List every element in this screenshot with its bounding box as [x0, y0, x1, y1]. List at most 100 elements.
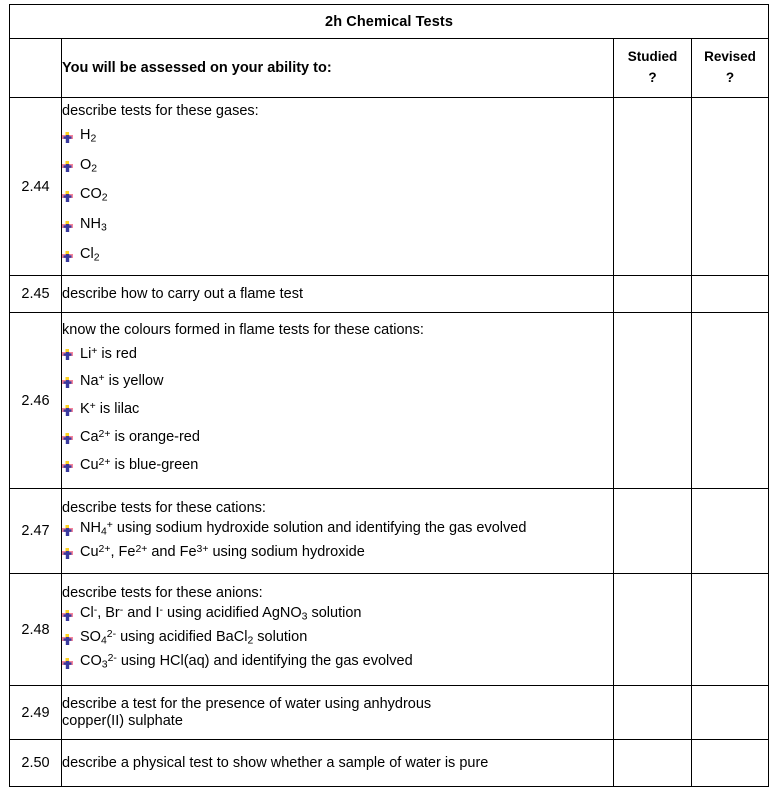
four-arrow-bullet-icon — [62, 610, 73, 622]
list-item-label: Cu2+ is blue-green — [80, 457, 199, 474]
row-code: 2.49 — [9, 685, 62, 740]
studied-checkbox-cell[interactable] — [613, 685, 692, 740]
header-row: You will be assessed on your ability to:… — [9, 38, 770, 98]
row-description: describe tests for these cations: NH4+ us… — [61, 488, 614, 574]
table-row: 2.45 describe how to carry out a flame t… — [9, 275, 770, 313]
row-lead-text: describe tests for these gases: — [62, 103, 259, 120]
bullet-list: Cl-, Br- and I- using acidified AgNO3 so… — [62, 603, 613, 675]
header-studied: Studied ? — [613, 38, 692, 98]
header-studied-label: Studied — [627, 49, 678, 65]
list-item-label: Ca2+ is orange-red — [80, 429, 200, 446]
list-item: Na+ is yellow — [62, 368, 613, 396]
table-row: 2.47 describe tests for these cations: NH… — [9, 488, 770, 574]
list-item: CO32- using HCl(aq) and identifying the … — [62, 651, 613, 675]
revised-checkbox-cell[interactable] — [690, 275, 770, 313]
four-arrow-bullet-icon — [62, 433, 73, 445]
row-description: describe a physical test to show whether… — [61, 739, 614, 787]
table-row: 2.50 describe a physical test to show wh… — [9, 739, 770, 787]
row-description: describe how to carry out a flame test — [61, 275, 614, 313]
list-item-label: NH3 — [80, 216, 107, 234]
list-item-label: Li+ is red — [80, 345, 137, 362]
header-description: You will be assessed on your ability to: — [61, 38, 614, 98]
studied-checkbox-cell[interactable] — [613, 97, 692, 276]
row-text-line: describe how to carry out a flame test — [62, 285, 303, 302]
list-item-label: SO42- using acidified BaCl2 solution — [80, 629, 308, 647]
four-arrow-bullet-icon — [62, 377, 73, 389]
four-arrow-bullet-icon — [62, 221, 73, 233]
table-row: 2.44 describe tests for these gases: H2 O2… — [9, 97, 770, 276]
worksheet-page: 2h Chemical Tests You will be assessed o… — [0, 4, 777, 792]
row-lead-text: describe tests for these cations: — [62, 499, 266, 516]
four-arrow-bullet-icon — [62, 524, 73, 536]
four-arrow-bullet-icon — [62, 251, 73, 263]
row-code: 2.50 — [9, 739, 62, 787]
four-arrow-bullet-icon — [62, 658, 73, 670]
list-item-label: Na+ is yellow — [80, 373, 164, 390]
specification-checklist-table: 2h Chemical Tests You will be assessed o… — [8, 4, 770, 787]
four-arrow-bullet-icon — [62, 131, 73, 143]
revised-checkbox-cell[interactable] — [690, 685, 770, 740]
list-item-label: NH4+ using sodium hydroxide solution and… — [80, 519, 527, 538]
bullet-list: H2 O2 CO2 NH3 Cl2 — [62, 121, 613, 271]
row-description: describe tests for these anions: Cl-, Br-… — [61, 573, 614, 686]
page-title: 2h Chemical Tests — [8, 4, 770, 39]
list-item-label: CO32- using HCl(aq) and identifying the … — [80, 653, 413, 671]
four-arrow-bullet-icon — [62, 161, 73, 173]
list-item-label: CO2 — [80, 186, 108, 204]
header-revised-question-mark: ? — [725, 70, 735, 85]
row-description: describe tests for these gases: H2 O2 CO2 NH… — [61, 97, 614, 276]
list-item: Cu2+ is blue-green — [62, 452, 613, 480]
list-item-label: O2 — [80, 156, 98, 174]
table-row: 2.48 describe tests for these anions: Cl-… — [9, 573, 770, 686]
list-item-label: Cu2+, Fe2+ and Fe3+ using sodium hydroxi… — [80, 543, 365, 561]
list-item: NH3 — [62, 211, 613, 241]
row-text-line: describe a test for the presence of wate… — [62, 695, 432, 712]
four-arrow-bullet-icon — [62, 547, 73, 559]
header-code-blank — [9, 38, 62, 98]
row-lead-text: know the colours formed in flame tests f… — [62, 322, 424, 339]
row-description: describe a test for the presence of wate… — [61, 685, 614, 740]
list-item-label: K+ is lilac — [80, 401, 140, 418]
list-item-label: H2 — [80, 126, 97, 144]
list-item: Cu2+, Fe2+ and Fe3+ using sodium hydroxi… — [62, 541, 613, 563]
row-text-line: describe a physical test to show whether… — [62, 754, 489, 771]
revised-checkbox-cell[interactable] — [690, 739, 770, 787]
header-revised: Revised ? — [690, 38, 770, 98]
revised-checkbox-cell[interactable] — [690, 312, 770, 489]
title-row: 2h Chemical Tests — [8, 4, 770, 39]
revised-checkbox-cell[interactable] — [690, 97, 770, 276]
list-item: Ca2+ is orange-red — [62, 424, 613, 452]
four-arrow-bullet-icon — [62, 634, 73, 646]
table-row: 2.46 know the colours formed in flame te… — [9, 312, 770, 489]
studied-checkbox-cell[interactable] — [613, 739, 692, 787]
header-studied-question-mark: ? — [648, 70, 657, 85]
four-arrow-bullet-icon — [62, 349, 73, 361]
row-text-line: copper(II) sulphate — [62, 712, 183, 729]
list-item: SO42- using acidified BaCl2 solution — [62, 627, 613, 651]
four-arrow-bullet-icon — [62, 191, 73, 203]
revised-checkbox-cell[interactable] — [690, 573, 770, 686]
row-code: 2.46 — [9, 312, 62, 489]
list-item: Cl2 — [62, 241, 613, 271]
list-item: K+ is lilac — [62, 396, 613, 424]
studied-checkbox-cell[interactable] — [613, 312, 692, 489]
studied-checkbox-cell[interactable] — [613, 275, 692, 313]
row-description: know the colours formed in flame tests f… — [61, 312, 614, 489]
studied-checkbox-cell[interactable] — [613, 573, 692, 686]
list-item: NH4+ using sodium hydroxide solution and… — [62, 517, 613, 541]
list-item: Cl-, Br- and I- using acidified AgNO3 so… — [62, 603, 613, 627]
four-arrow-bullet-icon — [62, 461, 73, 473]
revised-checkbox-cell[interactable] — [690, 488, 770, 574]
header-revised-label: Revised — [704, 49, 756, 65]
list-item: O2 — [62, 151, 613, 181]
bullet-list: Li+ is red Na+ is yellow K+ is lilac Ca2+ i… — [62, 340, 613, 480]
table-row: 2.49 describe a test for the presence of… — [9, 685, 770, 740]
list-item: H2 — [62, 121, 613, 151]
studied-checkbox-cell[interactable] — [613, 488, 692, 574]
bullet-list: NH4+ using sodium hydroxide solution and… — [62, 517, 613, 563]
row-code: 2.45 — [9, 275, 62, 313]
row-lead-text: describe tests for these anions: — [62, 584, 263, 601]
four-arrow-bullet-icon — [62, 405, 73, 417]
row-code: 2.47 — [9, 488, 62, 574]
list-item-label: Cl-, Br- and I- using acidified AgNO3 so… — [80, 605, 362, 623]
